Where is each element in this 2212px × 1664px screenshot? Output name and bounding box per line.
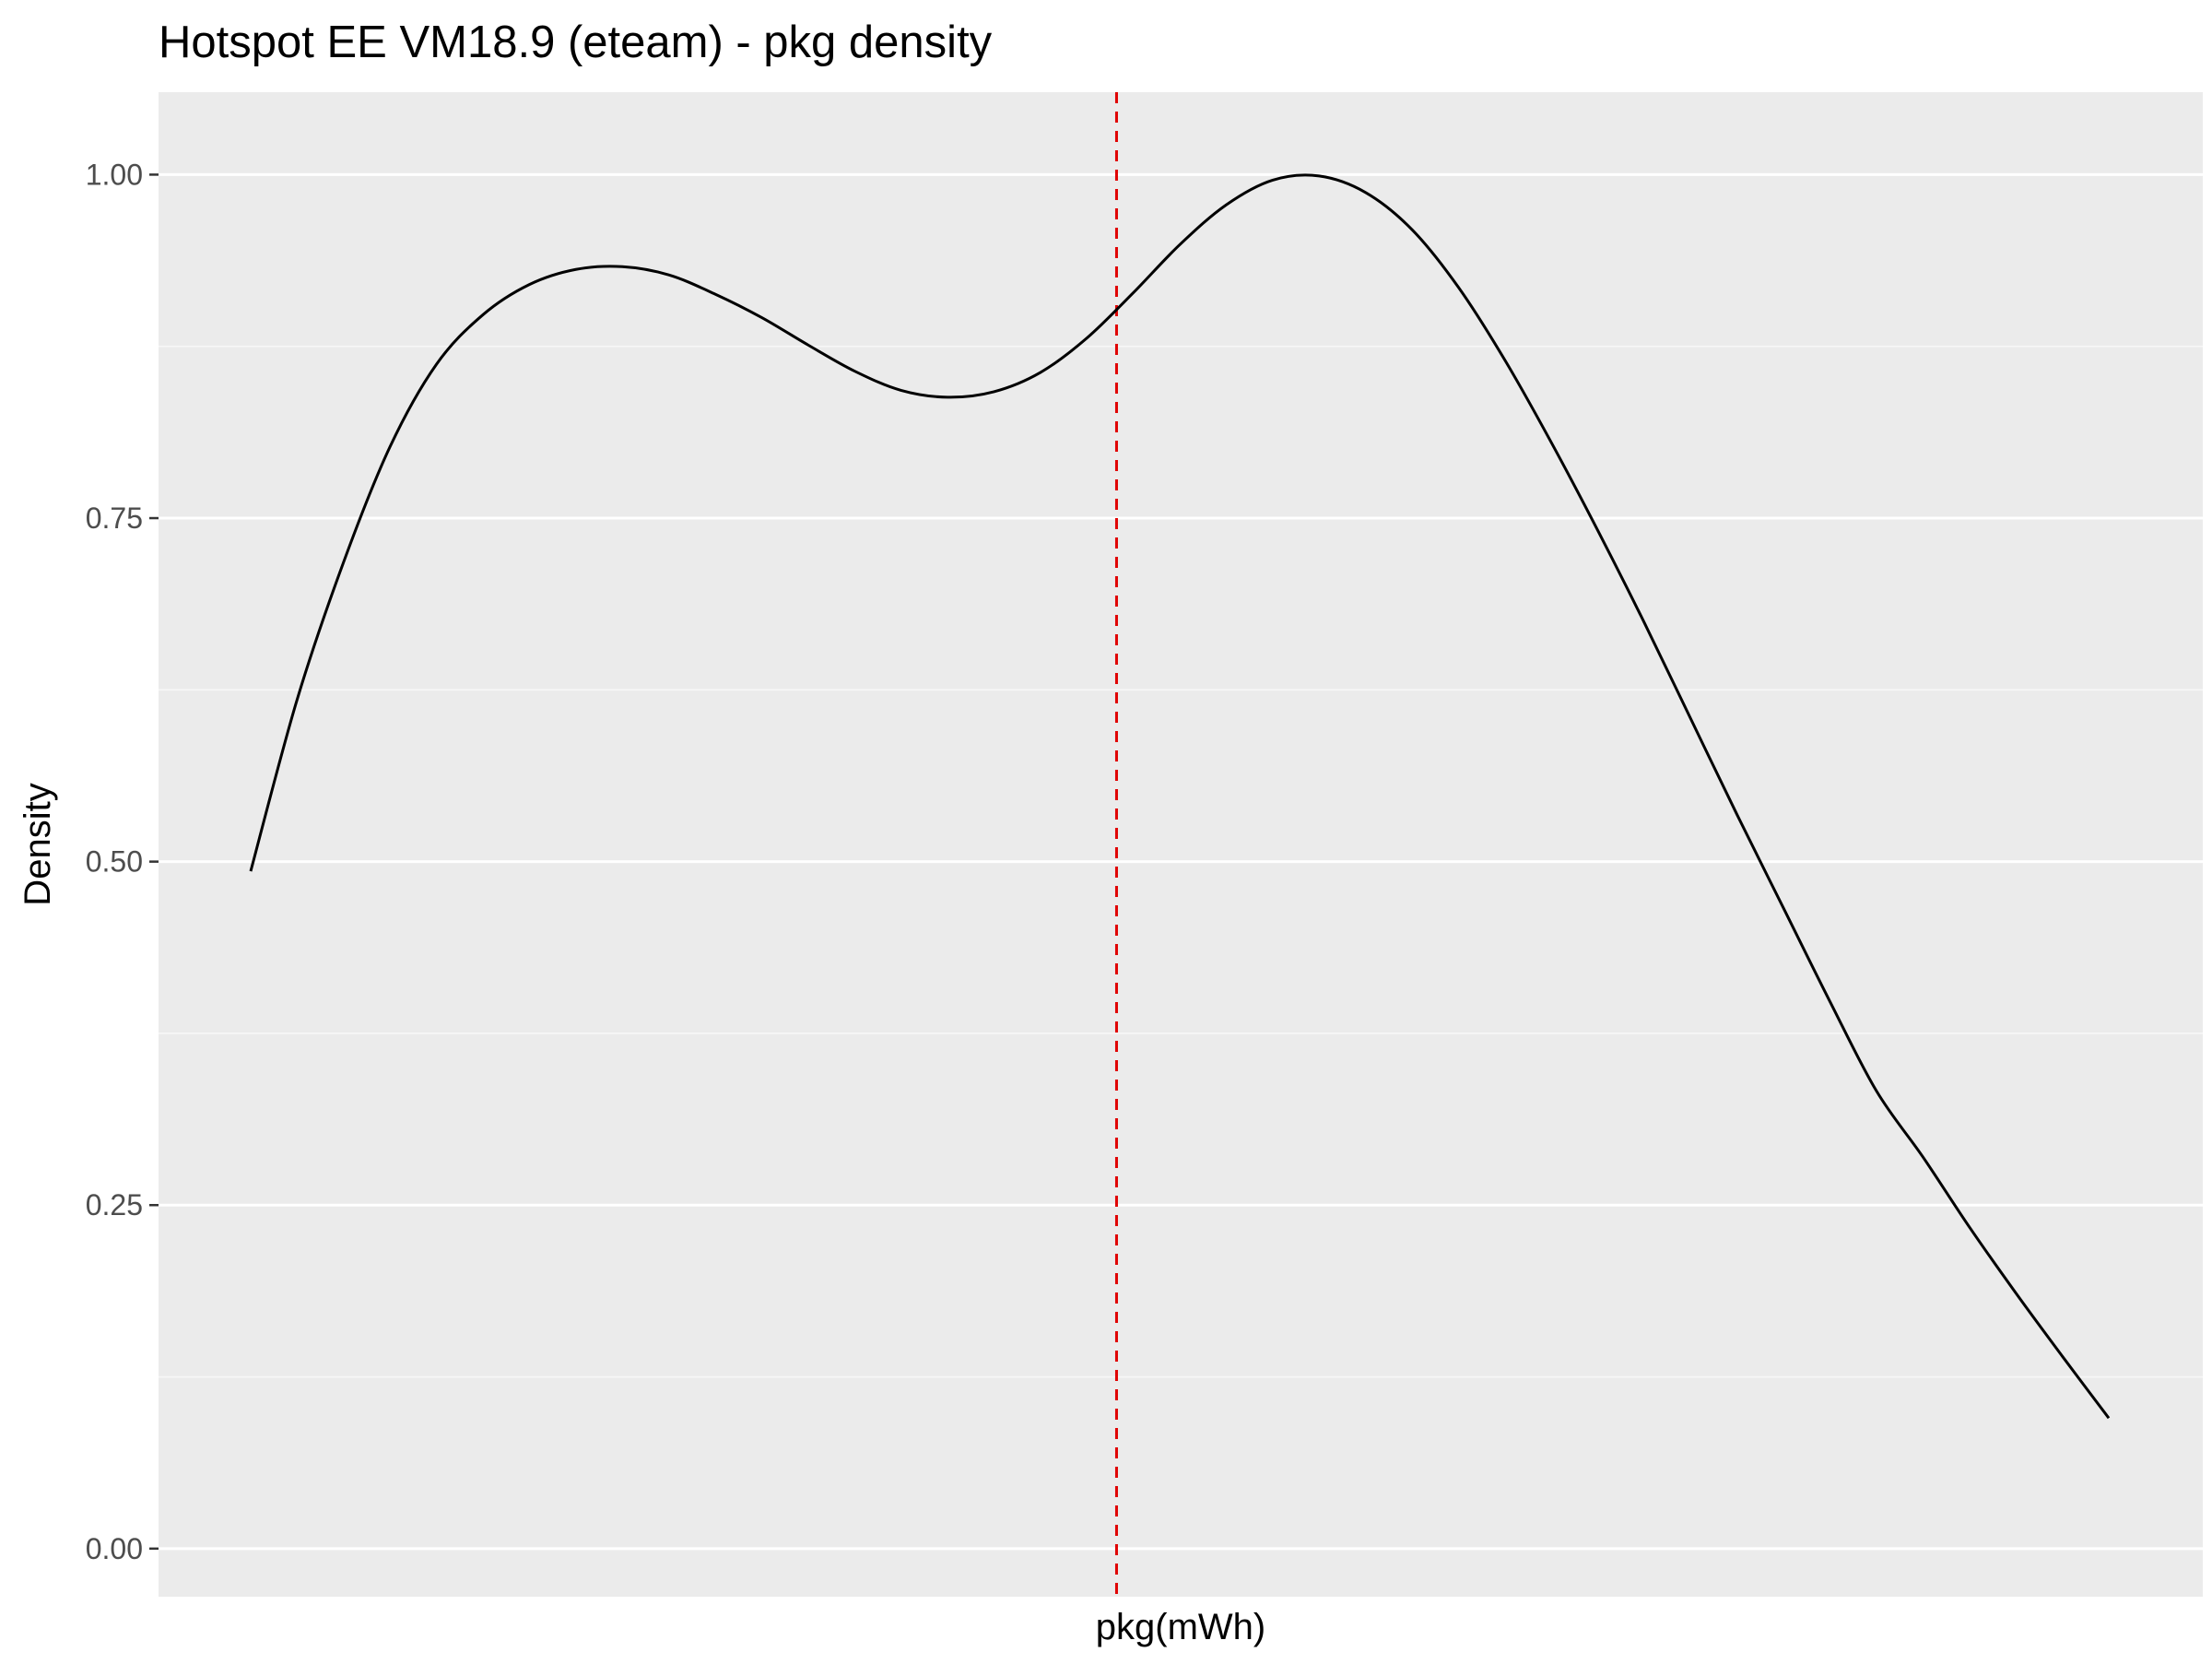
y-axis-tick-labels: 0.00 0.25 0.50 0.75 1.00	[86, 158, 143, 1564]
y-tick-label: 0.25	[86, 1188, 143, 1221]
density-curve	[249, 173, 2111, 1420]
y-tick-label: 0.75	[86, 502, 143, 535]
chart-title: Hotspot EE VM18.9 (eteam) - pkg density	[159, 18, 993, 67]
x-axis-title: pkg(mWh)	[1096, 1607, 1265, 1647]
y-tick-label: 0.50	[86, 845, 143, 879]
minor-gridlines	[159, 345, 2203, 1378]
plot-panel	[159, 92, 2203, 1597]
y-tick-label: 1.00	[86, 158, 143, 191]
y-tick-label: 0.00	[86, 1532, 143, 1565]
y-axis-ticks	[149, 173, 159, 1551]
major-gridlines	[159, 172, 2203, 1551]
y-axis-title: Density	[18, 783, 58, 905]
